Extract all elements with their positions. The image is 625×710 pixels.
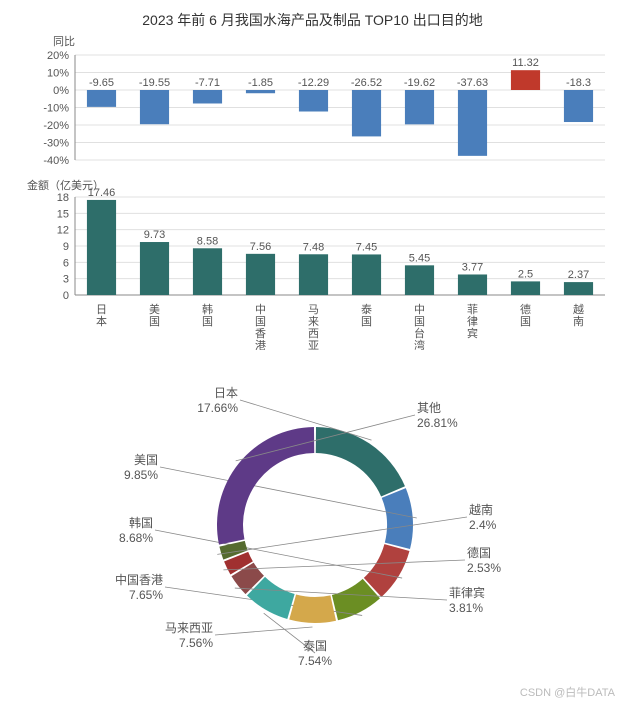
svg-text:泰国: 泰国 bbox=[361, 302, 372, 328]
svg-text:中国台湾: 中国台湾 bbox=[414, 303, 425, 350]
svg-text:中国香港: 中国香港 bbox=[115, 572, 163, 587]
svg-text:马来西亚: 马来西亚 bbox=[165, 621, 213, 635]
svg-text:-18.3: -18.3 bbox=[566, 77, 591, 89]
svg-text:5.45: 5.45 bbox=[409, 252, 430, 264]
svg-text:-40%: -40% bbox=[43, 155, 69, 167]
svg-text:德国: 德国 bbox=[467, 545, 491, 560]
svg-text:马来西亚: 马来西亚 bbox=[308, 303, 319, 350]
svg-text:7.54%: 7.54% bbox=[298, 654, 332, 668]
svg-text:-7.71: -7.71 bbox=[195, 77, 220, 89]
amount-bar-chart: 金额（亿美元）036912151817.46日本9.73美国8.58韩国7.56… bbox=[0, 175, 625, 355]
svg-text:6: 6 bbox=[63, 257, 69, 269]
svg-text:7.45: 7.45 bbox=[356, 241, 377, 253]
yoy-bar-chart: 同比 -40% -30% -20% -10% 0% 10% 20% -9.65 -19.55 -7.… bbox=[0, 30, 625, 175]
dashboard: 2023 年前 6 月我国水海产品及制品 TOP10 出口目的地 同比 -40% -… bbox=[0, 0, 625, 708]
svg-text:10%: 10% bbox=[47, 68, 69, 80]
svg-text:其他: 其他 bbox=[417, 401, 441, 415]
svg-text:9: 9 bbox=[63, 241, 69, 253]
svg-text:韩国: 韩国 bbox=[129, 515, 153, 530]
svg-text:德国: 德国 bbox=[520, 302, 531, 328]
svg-text:7.56: 7.56 bbox=[250, 241, 271, 253]
svg-text:0: 0 bbox=[63, 290, 69, 302]
svg-text:7.65%: 7.65% bbox=[129, 588, 163, 602]
svg-text:-12.29: -12.29 bbox=[298, 77, 329, 89]
svg-text:15: 15 bbox=[57, 208, 69, 220]
svg-text:9.85%: 9.85% bbox=[124, 468, 158, 482]
svg-text:3.77: 3.77 bbox=[462, 261, 483, 273]
svg-text:2.37: 2.37 bbox=[568, 269, 589, 281]
svg-text:-26.52: -26.52 bbox=[351, 77, 382, 89]
svg-text:泰国: 泰国 bbox=[303, 639, 327, 653]
svg-text:7.48: 7.48 bbox=[303, 241, 324, 253]
svg-text:2.5: 2.5 bbox=[518, 268, 533, 280]
svg-text:韩国: 韩国 bbox=[202, 302, 213, 328]
svg-text:17.66%: 17.66% bbox=[197, 401, 238, 415]
svg-text:18: 18 bbox=[57, 192, 69, 204]
svg-text:-10%: -10% bbox=[43, 103, 69, 115]
chart-title: 2023 年前 6 月我国水海产品及制品 TOP10 出口目的地 bbox=[0, 0, 625, 30]
svg-text:2.4%: 2.4% bbox=[469, 518, 497, 532]
svg-text:0%: 0% bbox=[53, 85, 69, 97]
svg-text:9.73: 9.73 bbox=[144, 229, 165, 241]
svg-text:2.53%: 2.53% bbox=[467, 561, 501, 575]
svg-text:12: 12 bbox=[57, 225, 69, 237]
svg-text:3: 3 bbox=[63, 274, 69, 286]
svg-text:8.68%: 8.68% bbox=[119, 531, 153, 545]
svg-text:菲律宾: 菲律宾 bbox=[449, 585, 485, 600]
svg-text:-1.85: -1.85 bbox=[248, 77, 273, 89]
donut-chart: 日本17.66% 美国9.85% 韩国8.68% 中国香港7.65% 马来西亚7.56%… bbox=[0, 355, 625, 710]
svg-text:同比: 同比 bbox=[53, 35, 75, 48]
svg-text:-19.62: -19.62 bbox=[404, 77, 435, 89]
svg-text:-30%: -30% bbox=[43, 138, 69, 150]
watermark: CSDN @白牛DATA bbox=[520, 684, 615, 700]
svg-text:7.56%: 7.56% bbox=[179, 636, 213, 650]
svg-text:美国: 美国 bbox=[134, 453, 158, 467]
svg-text:26.81%: 26.81% bbox=[417, 416, 458, 430]
svg-text:-20%: -20% bbox=[43, 120, 69, 132]
svg-text:3.81%: 3.81% bbox=[449, 601, 483, 615]
svg-text:日本: 日本 bbox=[214, 386, 238, 400]
svg-text:8.58: 8.58 bbox=[197, 235, 218, 247]
svg-text:11.32: 11.32 bbox=[512, 57, 539, 69]
svg-text:17.46: 17.46 bbox=[88, 187, 116, 199]
svg-text:美国: 美国 bbox=[149, 303, 160, 328]
svg-text:日本: 日本 bbox=[96, 304, 107, 328]
svg-text:-37.63: -37.63 bbox=[457, 77, 488, 89]
svg-text:20%: 20% bbox=[47, 50, 69, 62]
svg-text:菲律宾: 菲律宾 bbox=[467, 303, 478, 340]
svg-text:越南: 越南 bbox=[573, 302, 584, 328]
svg-text:越南: 越南 bbox=[469, 502, 493, 517]
svg-text:中国香港: 中国香港 bbox=[255, 303, 266, 350]
svg-text:-9.65: -9.65 bbox=[89, 77, 114, 89]
svg-text:-19.55: -19.55 bbox=[139, 77, 170, 89]
